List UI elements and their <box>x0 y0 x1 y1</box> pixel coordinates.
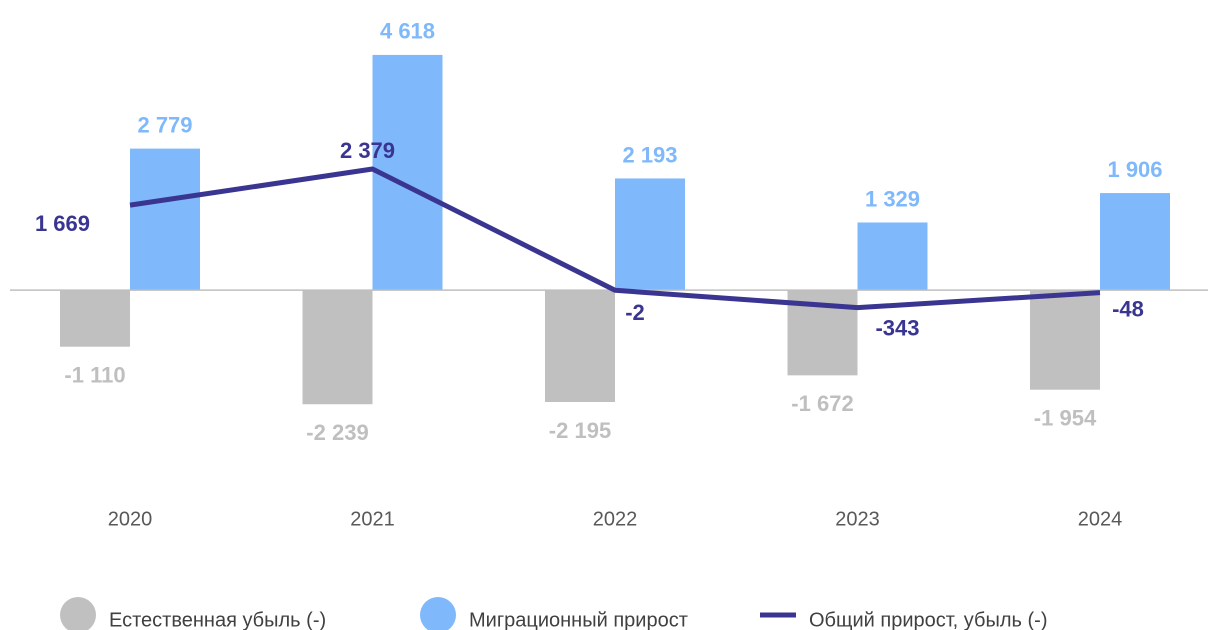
value-label: -2 <box>625 300 645 325</box>
legend-label: Естественная убыль (-) <box>109 609 326 630</box>
x-tick-label: 2022 <box>593 508 638 530</box>
value-label: 1 906 <box>1107 157 1162 182</box>
bar <box>1030 290 1100 390</box>
legend-label: Общий прирост, убыль (-) <box>809 609 1047 630</box>
x-tick-label: 2020 <box>108 508 153 530</box>
bar <box>857 222 928 291</box>
x-tick-label: 2023 <box>835 508 880 530</box>
legend-label: Миграционный прирост <box>469 609 688 630</box>
value-label: -343 <box>875 315 919 340</box>
bar <box>130 148 200 291</box>
value-label: 2 193 <box>622 142 677 167</box>
x-tick-label: 2021 <box>350 508 395 530</box>
bar <box>60 290 130 347</box>
value-label: -2 239 <box>306 420 368 445</box>
value-label: 4 618 <box>380 19 435 44</box>
legend-swatch <box>420 597 456 630</box>
bar <box>1100 193 1170 291</box>
value-label: 2 379 <box>340 138 395 163</box>
bar <box>302 290 373 405</box>
value-label: -2 195 <box>549 418 611 443</box>
value-label: -1 110 <box>64 363 125 388</box>
legend-swatch <box>60 597 96 630</box>
value-label: -48 <box>1112 296 1144 321</box>
value-label: 2 779 <box>137 112 192 137</box>
bar <box>615 178 685 291</box>
x-tick-label: 2024 <box>1078 508 1123 530</box>
value-label: -1 954 <box>1034 406 1097 431</box>
bar <box>545 290 615 402</box>
line <box>129 166 1101 311</box>
value-label: 1 329 <box>865 186 920 211</box>
value-label: -1 672 <box>791 391 853 416</box>
value-label: 1 669 <box>35 211 90 236</box>
